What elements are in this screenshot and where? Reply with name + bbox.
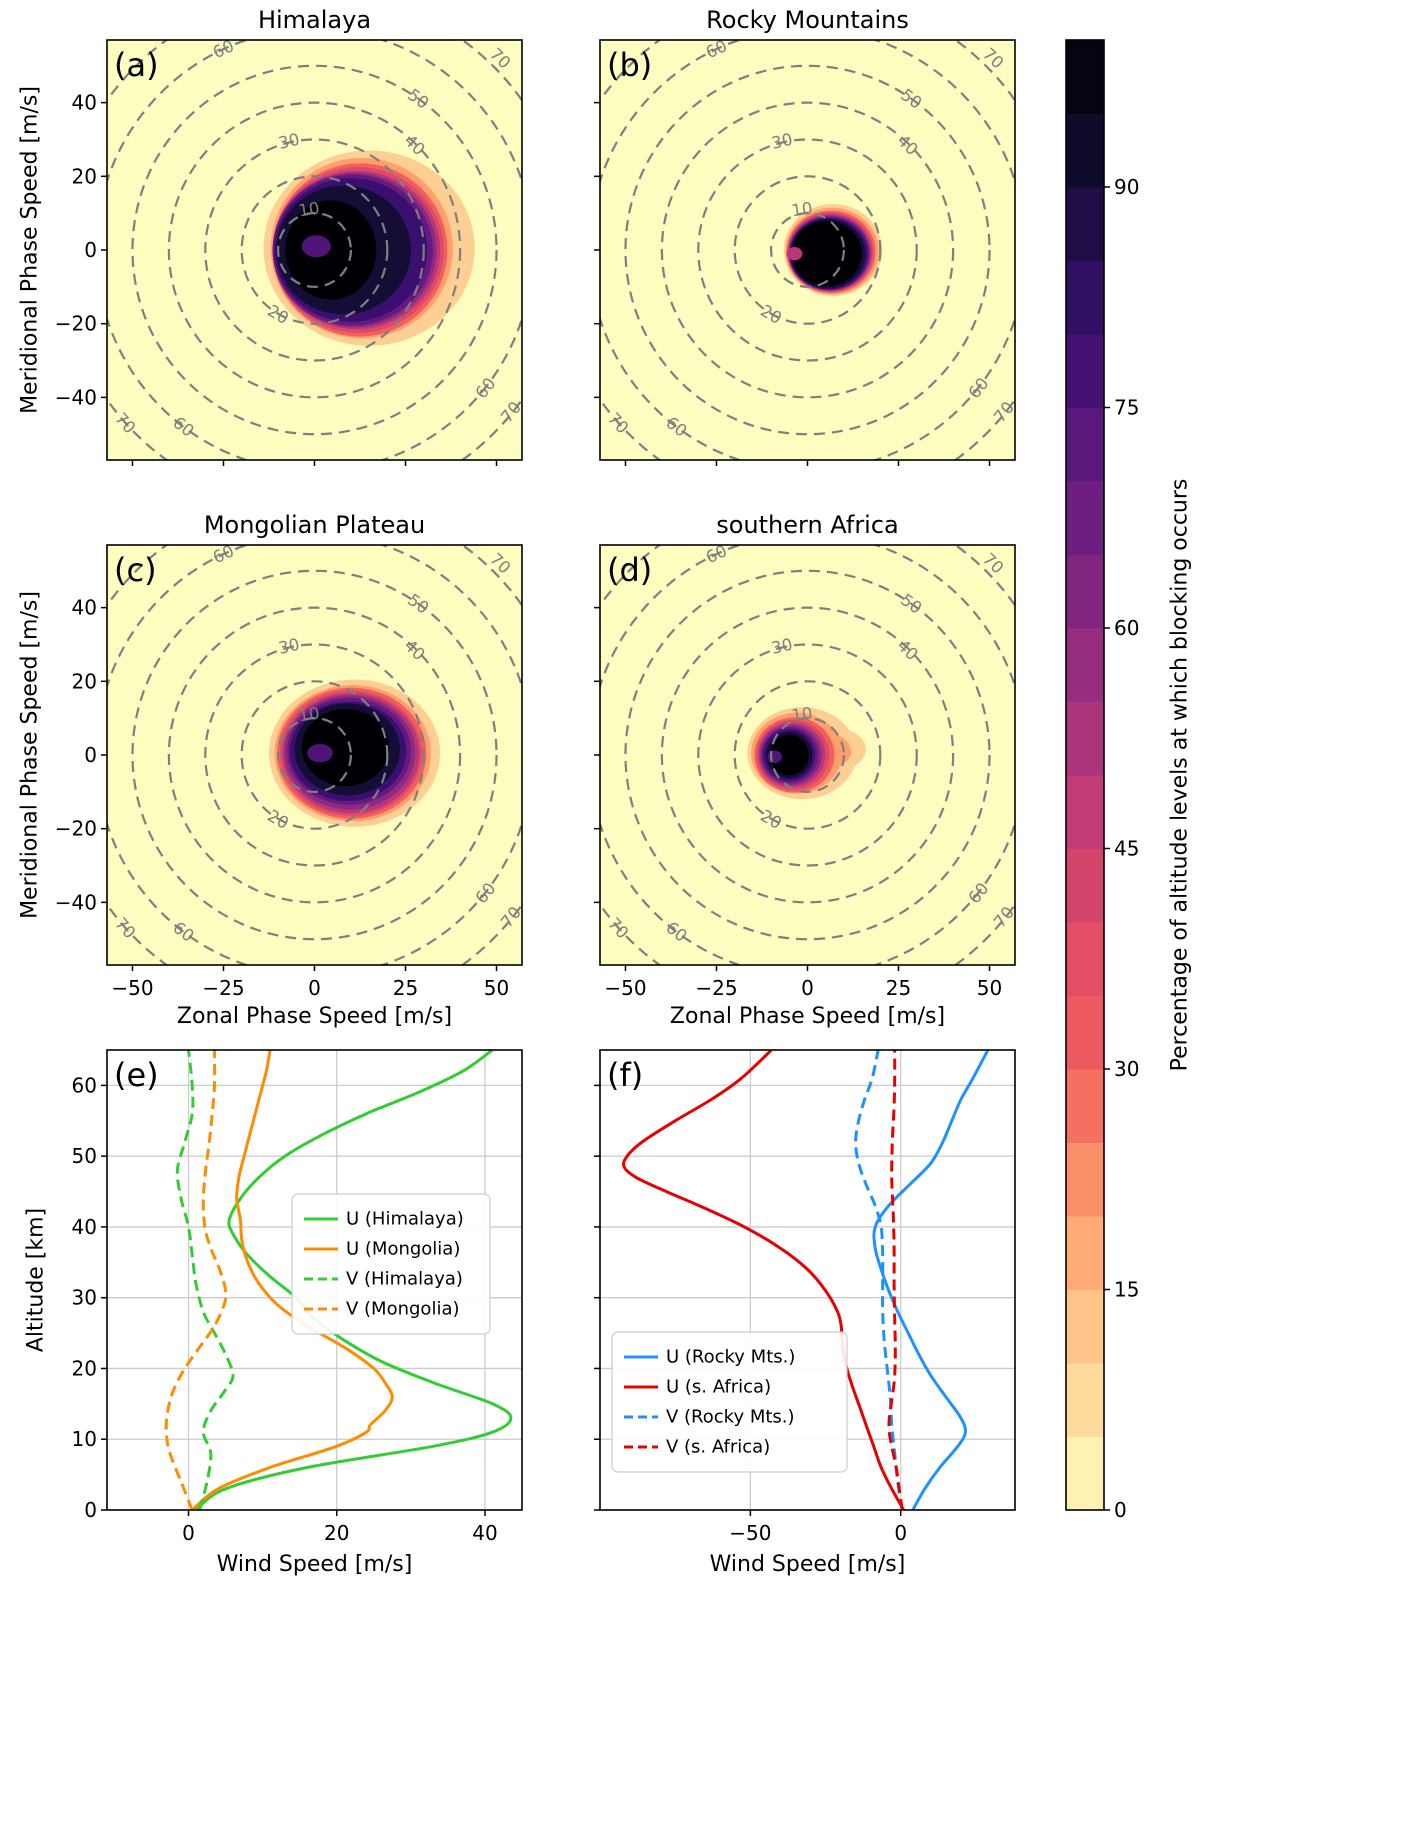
- svg-text:25: 25: [886, 976, 911, 1000]
- svg-text:0: 0: [894, 1521, 907, 1545]
- panel-c-axes: −50 −25 0 25 50 −40 −20 0 20 40: [55, 544, 523, 1000]
- svg-text:0: 0: [84, 238, 97, 262]
- svg-text:60: 60: [72, 1073, 97, 1097]
- svg-text:40: 40: [72, 91, 97, 115]
- svg-text:30: 30: [277, 635, 302, 658]
- svg-text:−50: −50: [604, 976, 646, 1000]
- panel-f-axes: −50 0: [594, 1049, 1016, 1545]
- panel-b-axes: [594, 39, 1016, 466]
- svg-text:V (Rocky Mts.): V (Rocky Mts.): [666, 1407, 795, 1428]
- y-axis-label-row1: Meridional Phase Speed [m/s]: [17, 86, 43, 414]
- svg-text:−20: −20: [55, 312, 97, 336]
- svg-text:10: 10: [790, 199, 813, 221]
- svg-text:30: 30: [770, 635, 795, 658]
- x-axis-label-wind-left: Wind Speed [m/s]: [216, 1552, 413, 1577]
- svg-text:40: 40: [72, 596, 97, 620]
- panel-d-title: southern Africa: [716, 511, 899, 539]
- svg-text:40: 40: [472, 1521, 497, 1545]
- y-axis-label-row2: Meridional Phase Speed [m/s]: [17, 591, 43, 919]
- svg-text:50: 50: [484, 976, 509, 1000]
- panel-e-axes: 0 20 40 0 10 20 30 40 50 60: [72, 1049, 523, 1545]
- svg-text:U (Rocky Mts.): U (Rocky Mts.): [666, 1347, 795, 1368]
- legend-f: U (Rocky Mts.) U (s. Africa) V (Rocky Mts.…: [611, 1331, 848, 1473]
- colorbar: 0 15 30 45 60 75 90: [1065, 39, 1139, 1522]
- svg-text:−50: −50: [111, 976, 153, 1000]
- svg-text:0: 0: [308, 976, 321, 1000]
- svg-text:0: 0: [182, 1521, 195, 1545]
- svg-text:−40: −40: [55, 890, 97, 914]
- svg-text:−50: −50: [729, 1521, 771, 1545]
- svg-text:0: 0: [801, 976, 814, 1000]
- svg-text:50: 50: [72, 1144, 97, 1168]
- panel-e-letter: (e): [114, 1056, 159, 1094]
- panel-c-title: Mongolian Plateau: [203, 511, 426, 539]
- svg-text:10: 10: [790, 704, 813, 726]
- panel-d-axes: −50 −25 0 25 50: [594, 544, 1016, 1000]
- svg-text:10: 10: [297, 704, 320, 726]
- svg-text:0: 0: [1114, 1498, 1127, 1522]
- panel-a-title: Himalaya: [257, 6, 372, 34]
- svg-text:−40: −40: [55, 385, 97, 409]
- svg-text:V (Himalaya): V (Himalaya): [346, 1269, 463, 1290]
- svg-text:45: 45: [1114, 837, 1139, 861]
- panel-b-title: Rocky Mountains: [706, 6, 909, 34]
- svg-text:U (Mongolia): U (Mongolia): [346, 1239, 460, 1260]
- svg-text:30: 30: [277, 130, 302, 153]
- svg-text:40: 40: [72, 1215, 97, 1239]
- panel-f-letter: (f): [607, 1056, 644, 1094]
- svg-text:25: 25: [393, 976, 418, 1000]
- panel-d-letter: (d): [607, 551, 653, 589]
- svg-text:−25: −25: [695, 976, 737, 1000]
- svg-text:20: 20: [324, 1521, 349, 1545]
- svg-text:−25: −25: [202, 976, 244, 1000]
- svg-text:U (s. Africa): U (s. Africa): [666, 1377, 771, 1398]
- panel-a-letter: (a): [114, 46, 159, 84]
- colorbar-label: Percentage of altitude levels at which b…: [1167, 478, 1193, 1072]
- panel-c-letter: (c): [114, 551, 157, 589]
- svg-text:V (Mongolia): V (Mongolia): [346, 1299, 460, 1320]
- svg-text:30: 30: [1114, 1057, 1139, 1081]
- svg-text:10: 10: [297, 199, 320, 221]
- legend-e: U (Himalaya) U (Mongolia) V (Himalaya) V (M…: [291, 1193, 491, 1335]
- svg-text:30: 30: [72, 1286, 97, 1310]
- svg-text:75: 75: [1114, 396, 1139, 420]
- y-axis-label-altitude: Altitude [km]: [23, 1207, 49, 1353]
- svg-text:20: 20: [72, 669, 97, 693]
- x-axis-label-zonal-right: Zonal Phase Speed [m/s]: [669, 1004, 946, 1029]
- panel-a-axes: −40 −20 0 20 40: [55, 39, 523, 466]
- svg-text:0: 0: [84, 743, 97, 767]
- svg-text:10: 10: [72, 1427, 97, 1451]
- panel-b-letter: (b): [607, 46, 653, 84]
- svg-text:50: 50: [977, 976, 1002, 1000]
- svg-text:U (Himalaya): U (Himalaya): [346, 1209, 464, 1230]
- svg-text:30: 30: [770, 130, 795, 153]
- x-axis-label-wind-right: Wind Speed [m/s]: [709, 1552, 906, 1577]
- svg-text:20: 20: [72, 1356, 97, 1380]
- x-axis-label-zonal-left: Zonal Phase Speed [m/s]: [176, 1004, 453, 1029]
- svg-text:20: 20: [72, 164, 97, 188]
- svg-text:−20: −20: [55, 817, 97, 841]
- svg-text:15: 15: [1114, 1278, 1139, 1302]
- svg-text:90: 90: [1114, 175, 1139, 199]
- svg-text:0: 0: [84, 1498, 97, 1522]
- svg-text:V (s. Africa): V (s. Africa): [666, 1437, 770, 1458]
- svg-text:60: 60: [1114, 616, 1139, 640]
